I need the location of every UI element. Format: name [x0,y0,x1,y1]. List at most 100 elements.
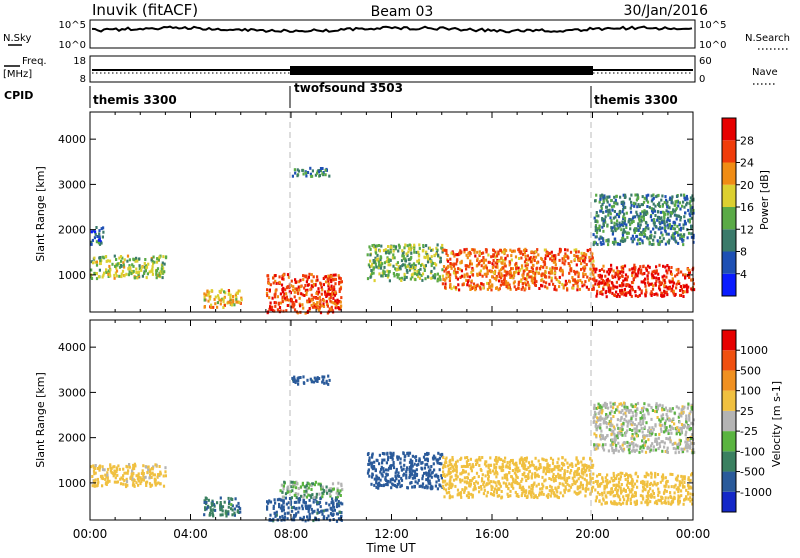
echo-cell-8 [641,427,643,430]
echo-cell-8 [643,201,645,204]
echo-cell-6 [521,288,523,291]
echo-cell-6 [496,489,498,492]
echo-cell-8 [619,211,621,214]
echo-cell-8 [612,406,614,409]
echo-cell-1 [102,231,104,234]
echo-cell-6 [573,270,575,273]
echo-cell-5 [396,268,398,271]
echo-cell-5 [429,247,431,250]
echo-cell-6 [523,473,525,476]
echo-cell-5 [387,245,389,248]
echo-cell-7 [647,473,649,476]
echo-cell-2 [232,299,234,302]
echo-cell-5 [439,468,441,471]
echo-cell-6 [577,485,579,488]
echo-cell-6 [592,273,594,276]
echo-cell-2 [306,515,308,518]
echo-cell-6 [442,485,444,488]
echo-cell-7 [613,475,615,478]
echo-cell-5 [415,474,417,477]
echo-cell-7 [634,290,636,293]
echo-cell-2 [328,503,330,506]
echo-cell-3 [313,296,315,299]
echo-cell-6 [561,456,563,459]
echo-cell-8 [688,414,690,417]
echo-cell-3 [278,303,280,306]
echo-cell-0 [136,260,138,263]
echo-cell-2 [295,514,297,517]
echo-cell-8 [624,194,626,197]
echo-cell-8 [637,203,639,206]
echo-cell-7 [666,480,668,483]
echo-cell-8 [618,215,620,218]
echo-cell-6 [510,254,512,257]
echo-cell-6 [478,486,480,489]
echo-cell-3 [334,291,336,294]
echo-cell-7 [598,274,600,277]
echo-cell-8 [635,229,637,232]
echo-cell-6 [518,257,520,260]
echo-cell-3 [309,307,311,310]
echo-cell-2 [297,511,299,514]
echo-cell-1 [91,243,93,246]
echo-cell-6 [442,282,444,285]
echo-cell-5 [415,480,417,483]
echo-cell-7 [632,288,634,291]
echo-cell-4 [317,376,319,379]
echo-cell-8 [615,438,617,441]
echo-cell-7 [670,266,672,269]
echo-cell-7 [680,271,682,274]
echo-cell-5 [441,453,443,456]
echo-cell-7 [602,288,604,291]
echo-cell-7 [620,492,622,495]
echo-cell-8 [664,227,666,230]
echo-cell-5 [384,261,386,264]
echo-cell-3 [274,305,276,308]
echo-cell-6 [582,259,584,262]
echo-cell-7 [640,501,642,504]
echo-cell-8 [653,219,655,222]
echo-cell-6 [477,274,479,277]
echo-cell-6 [571,483,573,486]
echo-cell-7 [649,500,651,503]
echo-cell-5 [409,244,411,247]
echo-cell-6 [541,272,543,275]
echo-cell-6 [500,458,502,461]
echo-cell-0 [123,472,125,475]
echo-cell-6 [544,257,546,260]
echo-cell-6 [495,265,497,268]
echo-cell-4 [293,380,295,383]
echo-cell-6 [490,255,492,258]
echo-cell-8 [667,447,669,450]
echo-cell-2 [215,296,217,299]
echo-cell-5 [387,458,389,461]
echo-cell-8 [596,416,598,419]
echo-cell-6 [516,467,518,470]
echo-cell-6 [480,488,482,491]
echo-cell-7 [594,270,596,273]
echo-cell-6 [509,263,511,266]
echo-cell-6 [478,464,480,467]
echo-cell-7 [619,289,621,292]
echo-cell-7 [653,481,655,484]
echo-cell-7 [617,293,619,296]
echo-cell-6 [501,496,503,499]
colorbar-swatch [722,207,736,229]
echo-cell-6 [464,456,466,459]
echo-cell-6 [586,276,588,279]
echo-cell-0 [152,472,154,475]
power-colorbar-tick-label: 4 [740,268,747,281]
echo-cell-8 [663,220,665,223]
echo-cell-7 [634,483,636,486]
echo-cell-8 [600,438,602,441]
echo-cell-6 [511,482,513,485]
echo-cell-6 [581,281,583,284]
echo-cell-3 [319,296,321,299]
echo-cell-6 [506,285,508,288]
echo-cell-6 [572,284,574,287]
echo-cell-6 [564,478,566,481]
echo-cell-6 [576,255,578,258]
echo-cell-3 [333,288,335,291]
echo-cell-6 [575,464,577,467]
nave-tick-top: 60 [699,56,712,67]
